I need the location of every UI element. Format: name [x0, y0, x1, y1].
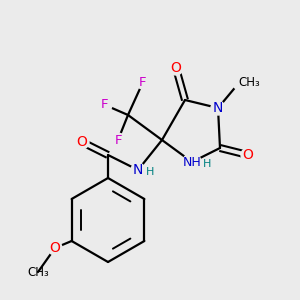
- Circle shape: [98, 98, 112, 112]
- Text: H: H: [146, 167, 154, 177]
- Circle shape: [136, 75, 150, 89]
- Text: N: N: [133, 163, 143, 177]
- Text: F: F: [114, 134, 122, 146]
- Text: O: O: [76, 135, 87, 149]
- Text: F: F: [139, 76, 147, 88]
- Text: F: F: [101, 98, 109, 112]
- Circle shape: [241, 148, 255, 162]
- Circle shape: [131, 163, 145, 177]
- Circle shape: [233, 79, 243, 89]
- Text: O: O: [50, 241, 60, 255]
- Text: H: H: [203, 159, 212, 169]
- Text: O: O: [171, 61, 182, 75]
- Text: NH: NH: [183, 155, 201, 169]
- Circle shape: [183, 153, 201, 171]
- Circle shape: [169, 61, 183, 75]
- Text: O: O: [243, 148, 254, 162]
- Circle shape: [48, 241, 62, 255]
- Circle shape: [75, 135, 89, 149]
- Text: CH₃: CH₃: [27, 266, 49, 278]
- Text: N: N: [213, 101, 223, 115]
- Text: CH₃: CH₃: [238, 76, 260, 89]
- Circle shape: [111, 133, 125, 147]
- Circle shape: [211, 101, 225, 115]
